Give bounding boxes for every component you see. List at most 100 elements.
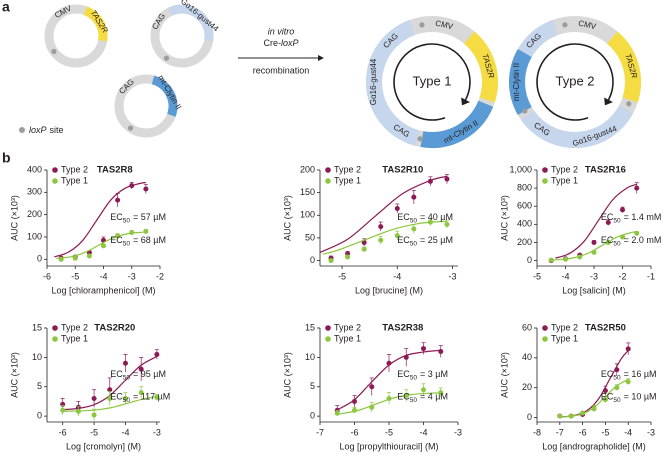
y-tick-label: 0 (527, 412, 532, 422)
annotation: EC50 = 95 µM (110, 369, 166, 381)
data-point (143, 228, 149, 234)
ring-segment (168, 4, 214, 42)
ring-label: Gα16-gust44 (179, 0, 221, 34)
annotation-value: = 3 µM (420, 369, 448, 379)
annotation-text: EC (110, 212, 123, 222)
data-point (115, 233, 121, 239)
ring-segment (520, 105, 634, 148)
x-tick-label: -5 (601, 427, 609, 437)
chart-title: TAS2R16 (585, 165, 626, 176)
legend-marker (52, 325, 58, 331)
data-point (625, 379, 631, 385)
inner-arrow (393, 43, 471, 121)
x-tick-label: -2 (156, 271, 164, 281)
x-tick-label: -3 (647, 427, 655, 437)
data-point (107, 396, 113, 401)
data-point (345, 254, 351, 260)
data-point (625, 346, 631, 352)
annotation-value: = 25 µM (420, 235, 453, 245)
annotation-sub: 50 (410, 240, 418, 247)
chart-title: TAS2R10 (382, 165, 423, 176)
y-axis-label: AUC (×10³) (9, 352, 19, 398)
fit-curve (555, 183, 637, 259)
data-point (577, 254, 583, 260)
legend-marker (542, 167, 548, 173)
legend-label: Type 2 (61, 164, 88, 174)
legend-label: Type 2 (334, 164, 361, 174)
construct-name: Type 1 (412, 73, 451, 88)
x-tick-label: -5 (338, 271, 346, 281)
data-point (438, 390, 444, 396)
y-tick-label: 300 (27, 187, 42, 197)
x-tick-label: -5 (385, 427, 393, 437)
x-tick-label: -8 (533, 427, 541, 437)
loxp-dot (163, 55, 170, 61)
annotation-sub: 50 (613, 397, 621, 404)
data-point (91, 396, 97, 401)
arrow-head (318, 55, 324, 61)
y-tick-label: 600 (517, 201, 532, 211)
data-point (634, 185, 640, 191)
loxp-dot (562, 22, 568, 28)
y-tick-label: 50 (305, 232, 315, 242)
data-point (421, 346, 426, 352)
ring-segment (151, 75, 178, 117)
annotation: EC50 = 117 µM (110, 392, 170, 404)
annotation-value: = 117 µM (133, 392, 170, 402)
legend-label: Type 1 (551, 175, 578, 185)
fit-curve (337, 392, 441, 415)
x-axis-label: Log [salicin] (M) (562, 285, 626, 295)
legend-label: Type 2 (551, 322, 578, 332)
annotation: EC50 = 4 µM (397, 392, 448, 404)
chart: -5 -4 -3 -2 -1 0 200 400 600 800 1,000 Log [salicin… (499, 164, 661, 295)
legend-label: Type 1 (551, 333, 578, 343)
data-point (328, 258, 334, 264)
chart-title: TAS2R50 (585, 323, 626, 334)
legend-label: Type 1 (61, 333, 88, 343)
arrow (238, 55, 324, 61)
data-point (602, 397, 608, 403)
data-point (427, 178, 433, 184)
annotation-sub: 50 (613, 374, 621, 381)
inner-arrow-head (604, 97, 613, 106)
y-axis-label: AUC (×10³) (9, 195, 19, 241)
legend-marker (325, 178, 331, 184)
annotation-value: = 1.4 mM (624, 212, 662, 222)
legend-marker (52, 336, 58, 342)
data-point (154, 351, 160, 357)
x-tick-label: -4 (419, 427, 427, 437)
annotation-text: EC (110, 235, 123, 245)
x-axis-label: Log [chloramphenicol] (M) (51, 285, 155, 295)
data-point (557, 413, 563, 419)
legend-label: Type 2 (61, 322, 88, 332)
annotation-value: = 68 µM (133, 235, 166, 245)
annotation: EC50 = 57 µM (110, 212, 166, 224)
x-tick-label: -6 (59, 427, 67, 437)
x-tick-label: -3 (128, 271, 136, 281)
legend-marker (52, 178, 58, 184)
data-point (591, 239, 597, 245)
y-tick-label: 200 (27, 209, 42, 219)
data-point (602, 388, 608, 394)
x-tick-label: -3 (448, 271, 456, 281)
data-point (427, 219, 433, 225)
loxp-dot (127, 125, 134, 131)
loxp-text: site (50, 125, 64, 135)
y-axis-label: AUC (×10³) (499, 195, 509, 241)
fit-curve (56, 231, 146, 260)
y-axis-label: AUC (×10³) (282, 352, 292, 398)
y-axis-label: AUC (×10³) (282, 195, 292, 241)
annotation-text: EC (110, 392, 123, 402)
chart: -5 -4 -3 0 50 100 150 200 Log [brucine] (M) AUC (… (282, 164, 458, 295)
annotation-value: = 57 µM (133, 212, 166, 222)
data-point (548, 257, 554, 263)
annotation-sub: 50 (613, 240, 621, 247)
legend-label: Type 1 (334, 333, 361, 343)
annotation-text: EC (397, 392, 410, 402)
x-tick-label: -3 (454, 427, 462, 437)
x-tick-label: -6 (579, 427, 587, 437)
data-point (72, 255, 78, 261)
data-point (369, 404, 375, 410)
annotation-sub: 50 (123, 217, 131, 224)
legend-marker (542, 336, 548, 342)
